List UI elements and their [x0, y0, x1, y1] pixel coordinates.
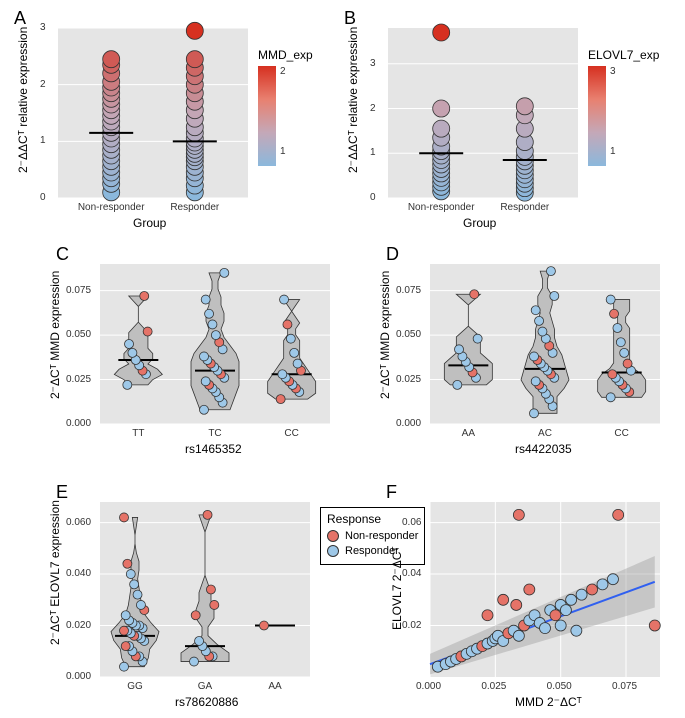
xcat: AA — [260, 681, 290, 692]
xcat: Non-responder — [406, 202, 476, 213]
ylabel: 2⁻ΔCᵀ MMD expression — [48, 271, 62, 399]
ytick: 3 — [370, 58, 376, 69]
ytick: 0.000 — [66, 671, 91, 682]
xcat: CC — [277, 428, 307, 439]
ytick: 0.075 — [66, 285, 91, 296]
ytick: 0.000 — [66, 418, 91, 429]
ytick: 0.025 — [66, 374, 91, 385]
ytick: 0.050 — [396, 329, 421, 340]
xtick: 0.050 — [547, 681, 572, 692]
ytick: 1 — [370, 147, 376, 158]
ytick: 0.06 — [402, 517, 421, 528]
ylabel: ELOVL7 2⁻ΔCᵀ — [390, 546, 404, 630]
xlabel: rs1465352 — [185, 442, 242, 456]
panel-label-C: C — [56, 244, 69, 265]
ytick: 0.025 — [396, 374, 421, 385]
xcat: CC — [607, 428, 637, 439]
ytick: 0.060 — [66, 517, 91, 528]
ylabel: 2⁻ΔCᵀ MMD expression — [378, 271, 392, 399]
xcat: TT — [123, 428, 153, 439]
ytick: 0.050 — [66, 329, 91, 340]
ylabel: 2⁻ΔCᵀ ELOVL7 expression — [48, 500, 62, 645]
panel-label-F: F — [386, 482, 397, 503]
panel-C — [100, 264, 330, 424]
legend: MMD_exp12 — [258, 48, 313, 166]
xtick: 0.075 — [612, 681, 637, 692]
xcat: TC — [200, 428, 230, 439]
xcat: GA — [190, 681, 220, 692]
panel-F — [430, 502, 660, 677]
ytick: 3 — [40, 22, 46, 33]
ytick: 0.04 — [402, 568, 421, 579]
ytick: 2 — [40, 79, 46, 90]
ytick: 0.075 — [396, 285, 421, 296]
panel-B — [388, 28, 578, 198]
xlabel: Group — [463, 216, 496, 230]
xcat: AA — [453, 428, 483, 439]
ytick: 2 — [370, 103, 376, 114]
ytick: 0.02 — [402, 620, 421, 631]
xtick: 0.000 — [416, 681, 441, 692]
ytick: 0 — [40, 192, 46, 203]
xlabel: Group — [133, 216, 166, 230]
ytick: 0 — [370, 192, 376, 203]
ytick: 0.040 — [66, 568, 91, 579]
legend: ELOVL7_exp13 — [588, 48, 659, 166]
panel-D — [430, 264, 660, 424]
ytick: 1 — [40, 135, 46, 146]
ytick: 0.000 — [396, 418, 421, 429]
panel-A — [58, 28, 248, 198]
xlabel: MMD 2⁻ΔCᵀ — [515, 695, 582, 709]
xlabel: rs78620886 — [175, 695, 238, 709]
xlabel: rs4422035 — [515, 442, 572, 456]
xcat: Non-responder — [76, 202, 146, 213]
ytick: 0.020 — [66, 620, 91, 631]
xcat: Responder — [490, 202, 560, 213]
xcat: GG — [120, 681, 150, 692]
xtick: 0.025 — [481, 681, 506, 692]
ylabel: 2⁻ΔΔCᵀ relative expression — [16, 27, 30, 173]
xcat: AC — [530, 428, 560, 439]
xcat: Responder — [160, 202, 230, 213]
panel-E — [100, 502, 310, 677]
panel-label-D: D — [386, 244, 399, 265]
ylabel: 2⁻ΔΔCᵀ relative expression — [346, 27, 360, 173]
